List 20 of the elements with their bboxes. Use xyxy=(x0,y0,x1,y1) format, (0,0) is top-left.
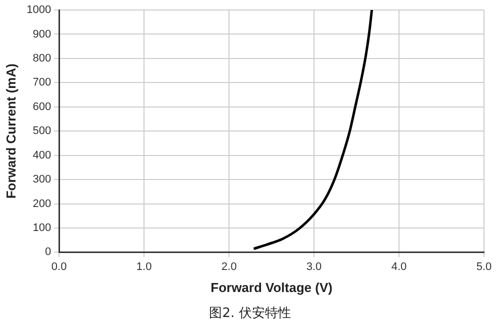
y-axis-title: Forward Current (mA) xyxy=(3,64,18,199)
y-tick-label: 800 xyxy=(32,52,52,64)
x-tick-label: 3.0 xyxy=(306,260,322,273)
y-tick-label: 300 xyxy=(32,174,52,186)
x-tick-label: 0.0 xyxy=(51,260,67,273)
y-tick-label: 1000 xyxy=(26,4,52,16)
x-tick-label: 5.0 xyxy=(476,260,492,273)
x-tick-label: 4.0 xyxy=(391,260,407,273)
y-tick-label: 400 xyxy=(32,149,52,162)
x-tick-label: 2.0 xyxy=(221,260,237,273)
y-tick-label: 700 xyxy=(32,76,52,89)
x-axis-title: Forward Voltage (V) xyxy=(210,280,332,295)
y-tick-label: 900 xyxy=(32,28,52,40)
y-tick-label: 0 xyxy=(44,246,52,258)
y-tick-label: 500 xyxy=(32,125,52,138)
y-tick-label: 600 xyxy=(32,100,52,113)
y-tick-label: 200 xyxy=(32,198,52,210)
y-tick-label: 100 xyxy=(32,222,52,234)
x-tick-label: 1.0 xyxy=(136,260,152,273)
caption: 图2. 伏安特性 xyxy=(208,305,292,322)
